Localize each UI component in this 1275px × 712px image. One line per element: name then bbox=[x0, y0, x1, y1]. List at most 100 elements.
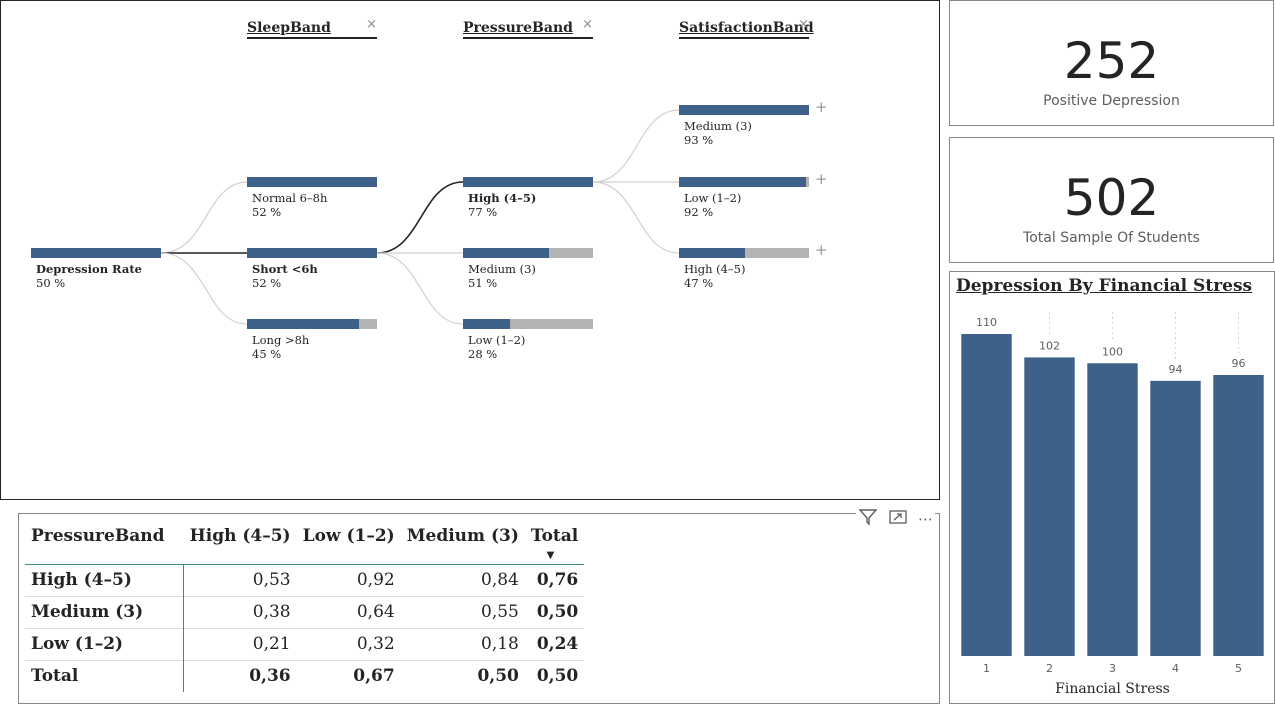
sort-descending-icon[interactable]: ▼ bbox=[546, 550, 555, 561]
bar-4[interactable] bbox=[1150, 380, 1201, 656]
column-header[interactable]: Medium (3) bbox=[406, 526, 519, 546]
bar-1[interactable] bbox=[961, 334, 1012, 656]
x-tick-label: 2 bbox=[1046, 662, 1053, 675]
node-bar-fill bbox=[679, 177, 807, 187]
table-cell: 0,38 bbox=[183, 595, 297, 628]
table-cell: 0,55 bbox=[400, 595, 525, 628]
close-icon[interactable]: × bbox=[366, 17, 377, 32]
tree-node-root[interactable]: Depression Rate 50 % bbox=[31, 248, 161, 290]
bar-2[interactable] bbox=[1024, 357, 1075, 656]
row-header[interactable]: Total bbox=[25, 659, 185, 692]
node-label: Low (1–2) bbox=[468, 333, 526, 347]
level-title: PressureBand bbox=[463, 20, 573, 36]
node-bar-fill bbox=[679, 105, 809, 115]
tree-node-pressure-high[interactable]: High (4–5) 77 % bbox=[463, 177, 593, 219]
data-label: 94 bbox=[1169, 363, 1183, 376]
node-bar bbox=[247, 248, 377, 258]
matrix-visual: ⋯ PressureBand High (4–5) Low (1–2) Medi… bbox=[18, 508, 940, 704]
node-value: 28 % bbox=[468, 347, 498, 361]
expand-plus-icon[interactable]: + bbox=[815, 98, 828, 116]
table-cell: 0,92 bbox=[296, 563, 401, 596]
x-tick-label: 5 bbox=[1235, 662, 1242, 675]
expand-plus-icon[interactable]: + bbox=[815, 241, 828, 259]
matrix-header-row: PressureBand High (4–5) Low (1–2) Medium… bbox=[25, 522, 584, 564]
node-bar-fill bbox=[247, 177, 377, 187]
table-cell: 0,64 bbox=[296, 595, 401, 628]
table-cell: 0,67 bbox=[296, 659, 401, 692]
node-bar bbox=[679, 177, 809, 187]
close-icon[interactable]: × bbox=[582, 17, 593, 32]
bar-5[interactable] bbox=[1213, 374, 1264, 656]
chart-canvas: 110 1 102 2 100 3 94 4 96 5 Financial Stress bbox=[961, 312, 1264, 697]
bar-3[interactable] bbox=[1087, 363, 1138, 656]
tree-node-satisfaction-high[interactable]: + High (4–5) 47 % bbox=[679, 241, 828, 290]
column-header[interactable]: High (4–5) bbox=[189, 526, 291, 546]
tree-node-sleep-short[interactable]: Short <6h 52 % bbox=[247, 248, 377, 290]
matrix-corner-header[interactable]: PressureBand bbox=[31, 526, 165, 546]
node-bar bbox=[679, 248, 809, 258]
visual-toolbar: ⋯ bbox=[856, 508, 935, 530]
table-row: Medium (3) 0,38 0,64 0,55 0,50 bbox=[25, 595, 585, 628]
node-label: Medium (3) bbox=[684, 119, 752, 133]
node-bar bbox=[463, 177, 593, 187]
focus-mode-icon[interactable] bbox=[888, 508, 908, 530]
table-cell-total: 0,76 bbox=[524, 563, 585, 596]
table-cell: 0,21 bbox=[183, 627, 297, 660]
table-cell: 0,53 bbox=[183, 563, 297, 596]
node-label: Medium (3) bbox=[468, 262, 536, 276]
kpi-label: Total Sample Of Students bbox=[1023, 230, 1200, 246]
data-label: 100 bbox=[1102, 345, 1123, 358]
kpi-value: 502 bbox=[1063, 169, 1160, 227]
node-label: Low (1–2) bbox=[684, 191, 742, 205]
column-header-total[interactable]: Total ▼ bbox=[525, 522, 584, 564]
tree-node-satisfaction-low[interactable]: + Low (1–2) 92 % bbox=[679, 170, 828, 219]
node-bar bbox=[679, 105, 809, 115]
level-header-sleepband[interactable]: SleepBand × bbox=[247, 17, 377, 39]
level-header-pressureband[interactable]: PressureBand × bbox=[463, 17, 593, 39]
row-header[interactable]: Low (1–2) bbox=[25, 627, 185, 660]
close-icon[interactable]: × bbox=[798, 17, 809, 32]
node-bar-fill bbox=[463, 248, 549, 258]
node-value: 51 % bbox=[468, 276, 498, 290]
bar-chart-financial-stress: 110 1 102 2 100 3 94 4 96 5 Financial Stress Depre… bbox=[949, 271, 1275, 704]
node-bar-fill bbox=[679, 248, 746, 258]
node-value: 52 % bbox=[252, 276, 282, 290]
x-tick-label: 3 bbox=[1109, 662, 1116, 675]
node-bar bbox=[463, 248, 593, 258]
kpi-value: 252 bbox=[1063, 32, 1160, 90]
more-options-icon[interactable]: ⋯ bbox=[918, 510, 933, 528]
node-bar-fill bbox=[247, 248, 377, 258]
node-bar bbox=[247, 319, 377, 329]
node-label: Short <6h bbox=[252, 262, 318, 276]
table-cell: 0,50 bbox=[400, 659, 525, 692]
connector-root-normal bbox=[160, 181, 248, 254]
table-cell: 0,32 bbox=[296, 627, 401, 660]
tree-node-sleep-long[interactable]: Long >8h 45 % bbox=[247, 319, 377, 361]
connector-high-high bbox=[592, 181, 680, 254]
data-label: 102 bbox=[1039, 339, 1060, 352]
expand-plus-icon[interactable]: + bbox=[815, 170, 828, 188]
tree-node-sleep-normal[interactable]: Normal 6–8h 52 % bbox=[247, 177, 377, 219]
tree-node-satisfaction-medium[interactable]: + Medium (3) 93 % bbox=[679, 98, 828, 147]
node-bar-fill bbox=[463, 177, 593, 187]
tree-node-pressure-low[interactable]: Low (1–2) 28 % bbox=[463, 319, 593, 361]
row-header[interactable]: High (4–5) bbox=[25, 563, 185, 596]
connector-short-low bbox=[376, 252, 464, 325]
node-label: Long >8h bbox=[252, 333, 310, 347]
column-header[interactable]: Low (1–2) bbox=[302, 526, 395, 546]
node-label: High (4–5) bbox=[684, 262, 746, 276]
node-value: 93 % bbox=[684, 133, 714, 147]
row-header[interactable]: Medium (3) bbox=[25, 595, 185, 628]
kpi-label: Positive Depression bbox=[1043, 93, 1180, 109]
x-axis-label: Financial Stress bbox=[1055, 681, 1170, 697]
level-header-satisfactionband[interactable]: SatisfactionBand × bbox=[679, 17, 814, 39]
filter-icon[interactable] bbox=[858, 508, 878, 530]
data-label: 110 bbox=[976, 316, 997, 329]
node-value: 92 % bbox=[684, 205, 714, 219]
node-bar-fill bbox=[247, 319, 359, 329]
tree-node-pressure-medium[interactable]: Medium (3) 51 % bbox=[463, 248, 593, 290]
node-bar bbox=[31, 248, 161, 258]
node-value: 50 % bbox=[36, 276, 66, 290]
connector-high-medium bbox=[592, 109, 680, 183]
node-bar-fill bbox=[463, 319, 510, 329]
